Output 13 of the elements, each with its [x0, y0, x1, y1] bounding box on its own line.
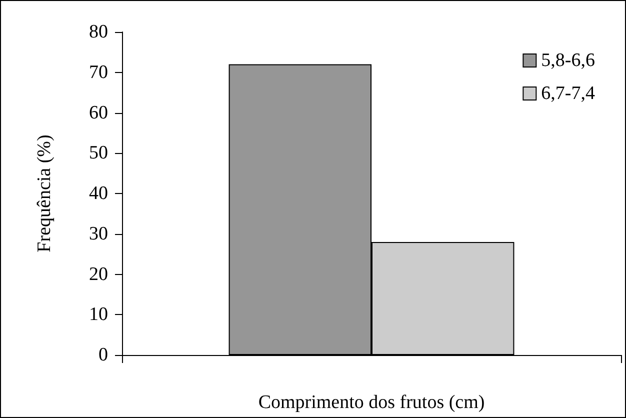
- x-axis-title: Comprimento dos frutos (cm): [258, 392, 485, 413]
- y-tick-label: 50: [89, 142, 108, 164]
- y-tick-label: 30: [89, 223, 108, 244]
- y-tick-label: 0: [98, 344, 108, 366]
- y-tick-label: 60: [89, 102, 108, 124]
- legend-label: 5,8-6,6: [541, 50, 595, 71]
- y-tick-label: 20: [89, 264, 108, 285]
- y-tick-label: 40: [89, 183, 108, 204]
- legend-label: 6,7-7,4: [541, 83, 596, 104]
- y-tick-label: 10: [89, 304, 108, 326]
- y-tick-label: 70: [89, 62, 108, 83]
- y-axis-title: Frequência (%): [34, 134, 55, 252]
- y-tick-label: 80: [89, 22, 108, 42]
